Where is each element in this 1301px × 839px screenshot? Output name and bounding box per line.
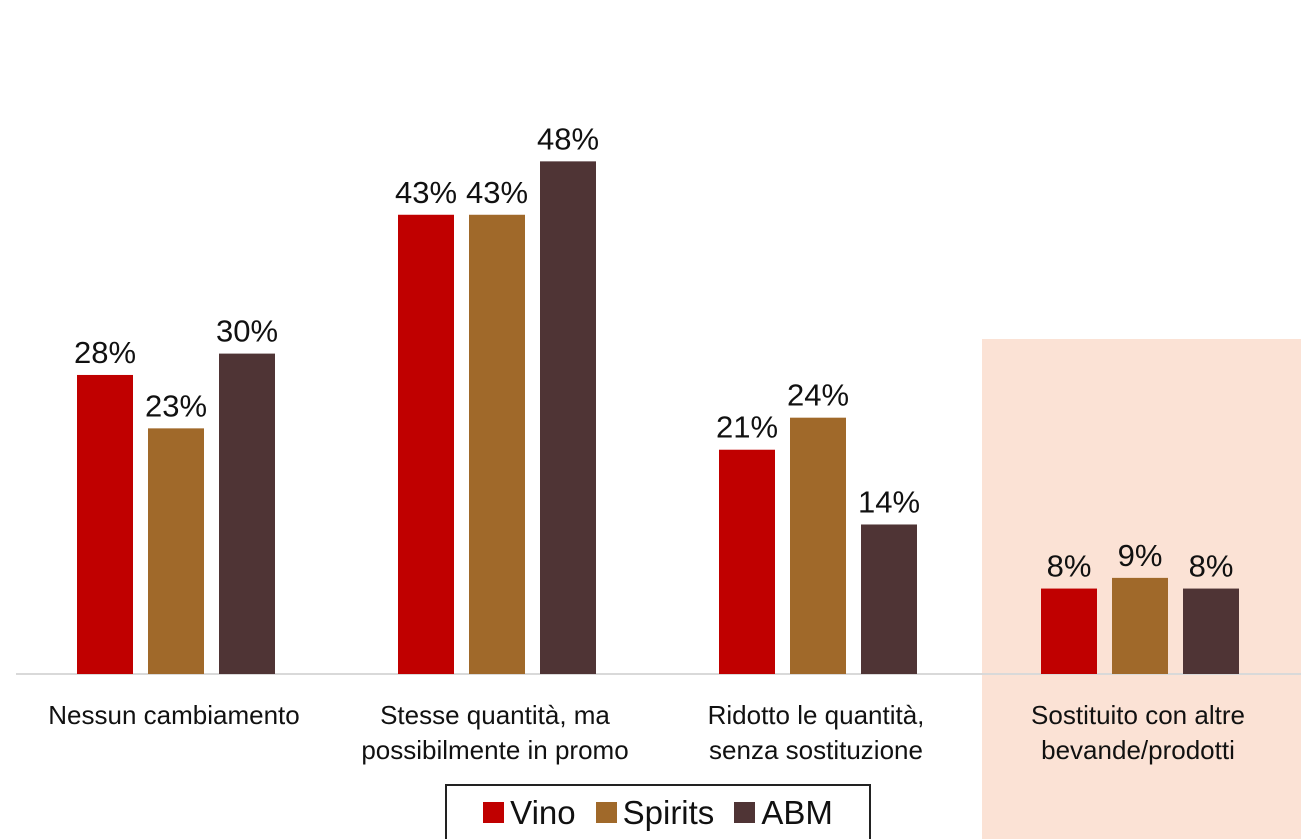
data-label: 23% (145, 388, 207, 423)
bar-abm-0 (219, 353, 275, 674)
bar-abm-3 (1183, 588, 1239, 674)
bar-vino-3 (1041, 588, 1097, 674)
legend-label: Spirits (622, 793, 715, 831)
bar-abm-2 (861, 524, 917, 674)
legend-swatch (734, 802, 756, 823)
bar-abm-1 (540, 161, 596, 675)
legend-label: Vino (510, 793, 576, 831)
bar-spirits-0 (148, 428, 204, 674)
data-label: 48% (537, 121, 599, 156)
data-label: 43% (395, 175, 457, 210)
data-label: 24% (787, 378, 849, 413)
category-label: possibilmente in promo (361, 735, 628, 765)
bar-spirits-2 (790, 417, 846, 674)
category-label: Nessun cambiamento (48, 700, 299, 730)
data-label: 21% (716, 410, 778, 445)
category-label: Stesse quantità, ma (380, 700, 610, 730)
bar-spirits-3 (1112, 577, 1168, 674)
data-label: 8% (1189, 549, 1234, 584)
category-label: Sostituito con altre (1031, 700, 1245, 730)
data-label: 8% (1047, 549, 1092, 584)
legend-item-abm: ABM (734, 794, 833, 832)
data-label: 9% (1118, 538, 1163, 573)
legend-swatch (483, 802, 505, 823)
data-label: 14% (858, 484, 920, 519)
legend-label: ABM (761, 793, 833, 831)
legend-item-vino: Vino (483, 793, 576, 832)
bar-vino-0 (77, 374, 133, 674)
legend: Vino Spirits ABM (445, 784, 871, 839)
legend-swatch (595, 802, 617, 823)
data-label: 43% (466, 175, 528, 210)
category-label: senza sostituzione (709, 735, 923, 765)
data-label: 30% (216, 314, 278, 349)
bar-spirits-1 (469, 214, 525, 674)
legend-item-spirits: Spirits (595, 793, 715, 832)
data-label: 28% (74, 335, 136, 370)
category-label: Ridotto le quantità, (708, 700, 925, 730)
bar-vino-1 (398, 214, 454, 674)
category-label: bevande/prodotti (1041, 735, 1235, 765)
bar-vino-2 (719, 449, 775, 674)
